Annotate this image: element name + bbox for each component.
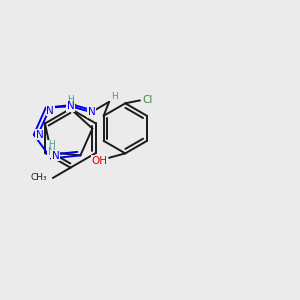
Text: CH₃: CH₃ bbox=[31, 173, 47, 182]
Text: Cl: Cl bbox=[142, 95, 153, 105]
Text: N: N bbox=[88, 107, 95, 117]
Text: N: N bbox=[36, 130, 43, 140]
Text: H: H bbox=[111, 92, 118, 101]
Text: OH: OH bbox=[92, 156, 108, 166]
Text: N: N bbox=[67, 101, 75, 111]
Text: N: N bbox=[52, 151, 59, 160]
Text: H: H bbox=[68, 95, 74, 104]
Text: N: N bbox=[48, 147, 56, 157]
Text: N: N bbox=[46, 106, 54, 116]
Text: H: H bbox=[48, 140, 55, 149]
